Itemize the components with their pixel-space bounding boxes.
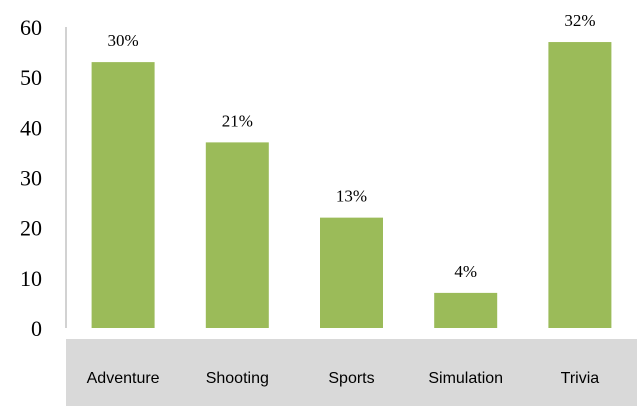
y-tick-label: 30 — [20, 166, 42, 191]
bar — [205, 142, 269, 328]
category-label: Sports — [328, 370, 374, 387]
bar — [91, 62, 155, 328]
data-label: 30% — [108, 31, 139, 50]
bars — [91, 42, 612, 329]
y-tick-label: 20 — [20, 216, 42, 241]
category-label: Simulation — [428, 370, 503, 387]
bar — [434, 292, 498, 328]
y-tick-label: 60 — [20, 15, 42, 40]
category-axis-band — [66, 339, 637, 406]
category-label: Trivia — [561, 370, 600, 387]
data-labels: 30% 21% 13% 4% 32% — [108, 11, 596, 281]
data-label: 32% — [564, 11, 595, 30]
y-tick-label: 10 — [20, 266, 42, 291]
bar — [320, 217, 383, 328]
y-tick-label: 50 — [20, 65, 42, 90]
bar — [548, 42, 612, 329]
data-label: 21% — [222, 111, 253, 130]
y-tick-label: 40 — [20, 115, 42, 140]
category-label: Shooting — [206, 370, 269, 387]
y-axis-ticks: 0 10 20 30 40 50 60 — [20, 15, 42, 341]
data-label: 13% — [336, 187, 367, 206]
data-label: 4% — [454, 262, 477, 281]
category-labels: Adventure Shooting Sports Simulation Trivia — [87, 370, 600, 387]
category-label: Adventure — [87, 370, 160, 387]
y-tick-label: 0 — [31, 316, 42, 341]
